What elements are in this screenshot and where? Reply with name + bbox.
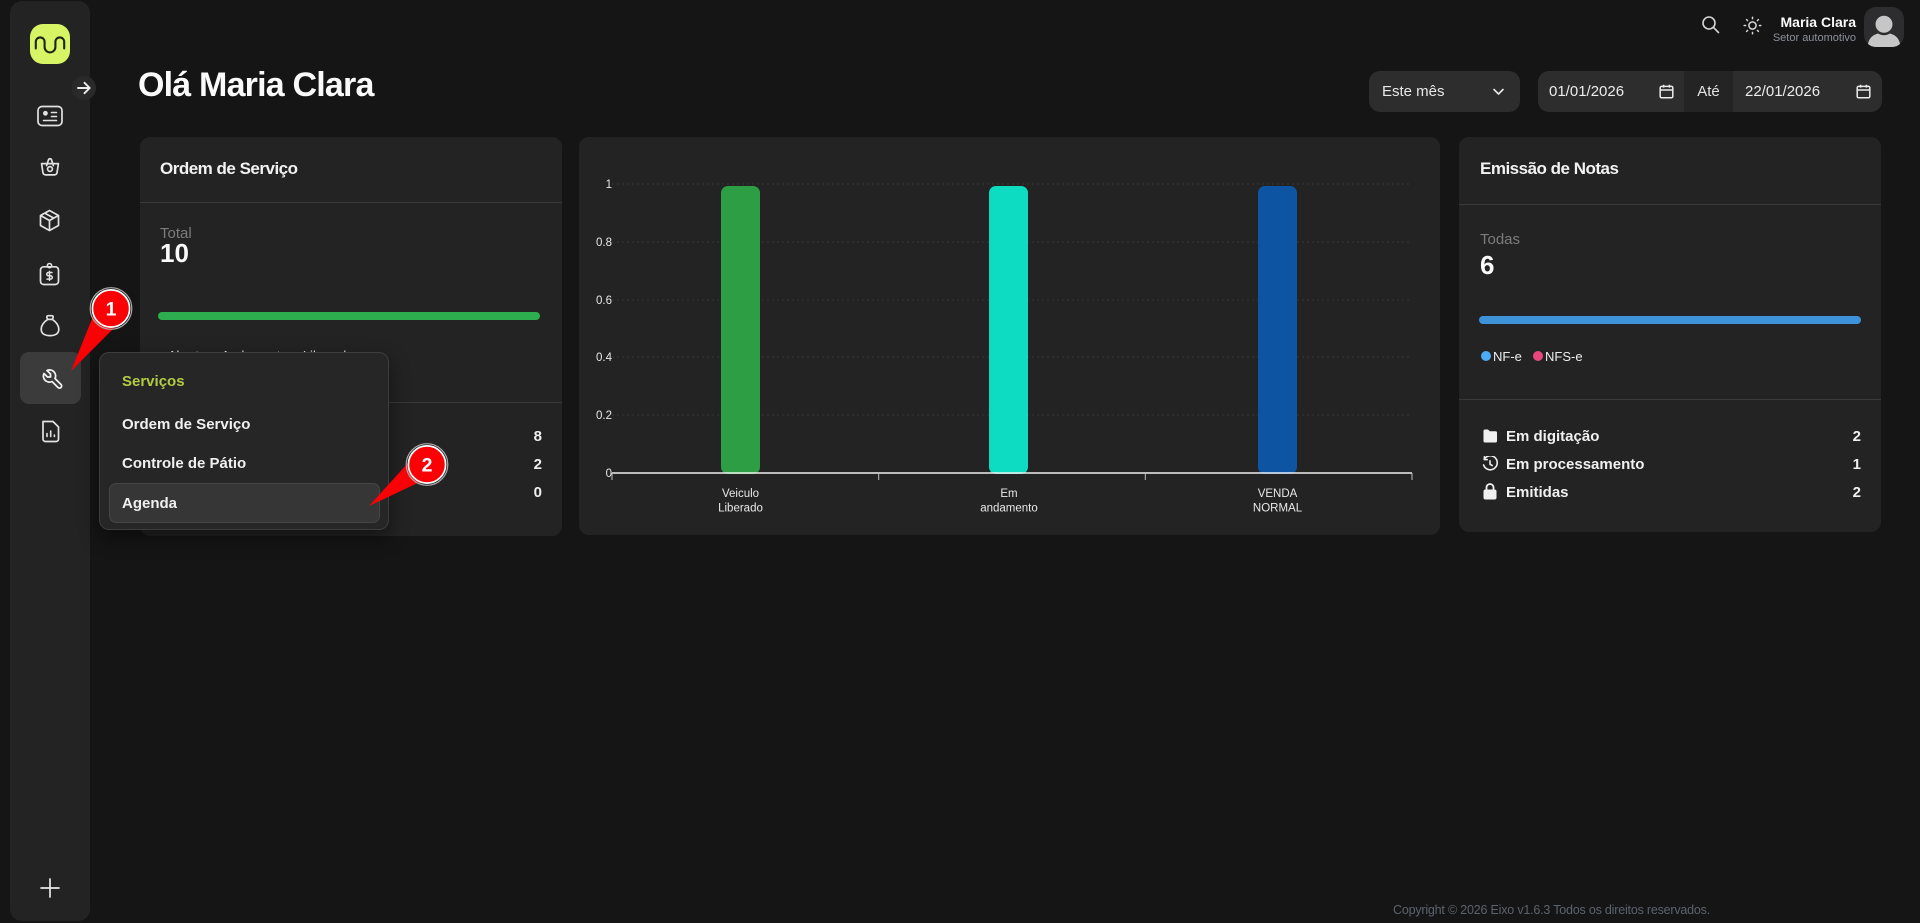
svg-text:1: 1 bbox=[106, 299, 117, 321]
svg-text:Em: Em bbox=[1000, 488, 1017, 500]
svg-text:1: 1 bbox=[606, 179, 612, 191]
svg-text:VENDA: VENDA bbox=[1258, 488, 1298, 500]
svg-text:0.2: 0.2 bbox=[596, 410, 612, 422]
svg-text:0.8: 0.8 bbox=[596, 237, 612, 249]
svg-text:NORMAL: NORMAL bbox=[1253, 503, 1303, 515]
svg-text:0: 0 bbox=[606, 468, 612, 480]
svg-text:2: 2 bbox=[422, 455, 433, 477]
svg-text:0.6: 0.6 bbox=[596, 295, 612, 307]
svg-text:Veiculo: Veiculo bbox=[722, 488, 759, 500]
svg-text:Liberado: Liberado bbox=[718, 503, 763, 515]
svg-text:andamento: andamento bbox=[980, 503, 1038, 515]
svg-text:0.4: 0.4 bbox=[596, 352, 613, 364]
